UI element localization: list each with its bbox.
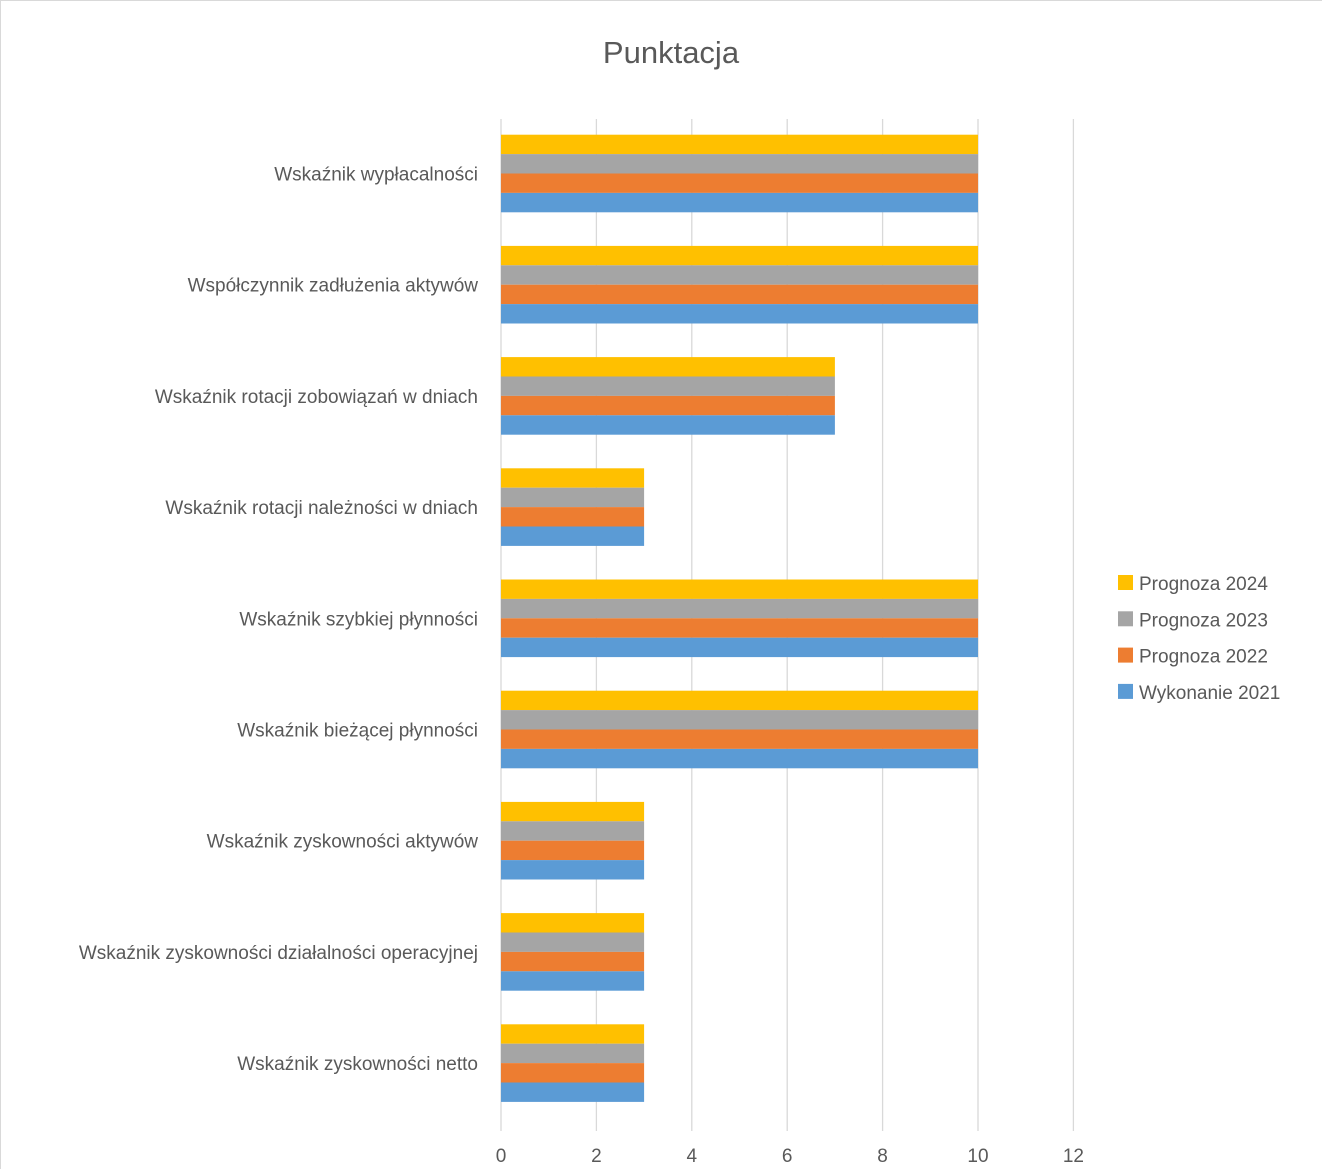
bar-prognoza-2022 bbox=[501, 284, 978, 305]
category-label: Wskaźnik zyskowności aktywów bbox=[207, 832, 479, 853]
chart-title: Punktacja bbox=[603, 35, 740, 70]
category-label: Współczynnik zadłużenia aktywów bbox=[188, 276, 479, 297]
bar-prognoza-2022 bbox=[501, 951, 645, 972]
bar-prognoza-2022 bbox=[501, 618, 978, 638]
bar-prognoza-2023 bbox=[501, 487, 645, 508]
bar-wykonanie-2021 bbox=[501, 860, 645, 880]
bars bbox=[501, 134, 978, 1102]
category-label: Wskaźnik wypłacalności bbox=[274, 165, 478, 186]
bar-wykonanie-2021 bbox=[501, 415, 835, 435]
bar-prognoza-2024 bbox=[501, 134, 978, 155]
bar-prognoza-2022 bbox=[501, 1063, 645, 1083]
bar-prognoza-2024 bbox=[501, 1024, 645, 1044]
bar-prognoza-2024 bbox=[501, 468, 645, 488]
x-tick-label: 2 bbox=[591, 1146, 602, 1167]
bar-prognoza-2022 bbox=[501, 173, 978, 193]
bar-prognoza-2023 bbox=[501, 376, 835, 396]
legend-swatch bbox=[1118, 575, 1133, 590]
bar-wykonanie-2021 bbox=[501, 526, 645, 546]
bar-wykonanie-2021 bbox=[501, 748, 978, 769]
bar-prognoza-2022 bbox=[501, 840, 645, 861]
x-tick-label: 8 bbox=[877, 1146, 888, 1167]
category-label: Wskaźnik zyskowności netto bbox=[237, 1054, 478, 1075]
category-labels: Wskaźnik wypłacalności Współczynnik zadłu… bbox=[79, 165, 478, 1076]
bar-prognoza-2024 bbox=[501, 801, 645, 822]
category-label: Wskaźnik bieżącej płynności bbox=[237, 721, 478, 742]
bar-wykonanie-2021 bbox=[501, 304, 978, 324]
bar-prognoza-2023 bbox=[501, 821, 645, 841]
legend-swatch bbox=[1118, 647, 1133, 663]
bar-prognoza-2024 bbox=[501, 913, 645, 933]
x-tick-label: 12 bbox=[1063, 1146, 1084, 1167]
legend-label: Wykonanie 2021 bbox=[1139, 683, 1280, 704]
x-tick-label: 10 bbox=[967, 1146, 988, 1167]
bar-wykonanie-2021 bbox=[501, 192, 978, 213]
bar-prognoza-2024 bbox=[501, 579, 978, 599]
bar-wykonanie-2021 bbox=[501, 1082, 645, 1102]
bar-prognoza-2022 bbox=[501, 507, 645, 527]
legend-label: Prognoza 2024 bbox=[1139, 574, 1268, 595]
bar-prognoza-2023 bbox=[501, 932, 645, 952]
bar-prognoza-2023 bbox=[501, 1043, 645, 1064]
bar-prognoza-2024 bbox=[501, 690, 978, 711]
bar-prognoza-2023 bbox=[501, 710, 978, 730]
bar-prognoza-2022 bbox=[501, 729, 978, 749]
legend-swatch bbox=[1118, 611, 1133, 627]
x-tick-label: 0 bbox=[496, 1146, 507, 1167]
x-tick-label: 6 bbox=[782, 1146, 793, 1167]
legend-swatch bbox=[1118, 683, 1133, 699]
category-label: Wskaźnik szybkiej płynności bbox=[239, 609, 478, 630]
bar-wykonanie-2021 bbox=[501, 637, 978, 658]
x-tick-label: 4 bbox=[687, 1146, 698, 1167]
category-label: Wskaźnik rotacji zobowiązań w dniach bbox=[155, 387, 478, 408]
category-label: Wskaźnik rotacji należności w dniach bbox=[165, 498, 478, 519]
bar-prognoza-2023 bbox=[501, 265, 978, 285]
bar-prognoza-2023 bbox=[501, 598, 978, 619]
legend-label: Prognoza 2022 bbox=[1139, 647, 1268, 668]
legend: Prognoza 2024 Prognoza 2023 Prognoza 2022 W… bbox=[1118, 574, 1280, 704]
bar-prognoza-2024 bbox=[501, 245, 978, 266]
legend-label: Prognoza 2023 bbox=[1139, 610, 1268, 631]
bar-prognoza-2023 bbox=[501, 154, 978, 174]
bar-wykonanie-2021 bbox=[501, 971, 645, 991]
bar-prognoza-2024 bbox=[501, 357, 835, 377]
category-label: Wskaźnik zyskowności działalności operac… bbox=[79, 943, 478, 964]
bar-prognoza-2022 bbox=[501, 395, 835, 416]
x-axis-ticks: 0 2 4 6 8 10 12 bbox=[496, 1146, 1084, 1167]
